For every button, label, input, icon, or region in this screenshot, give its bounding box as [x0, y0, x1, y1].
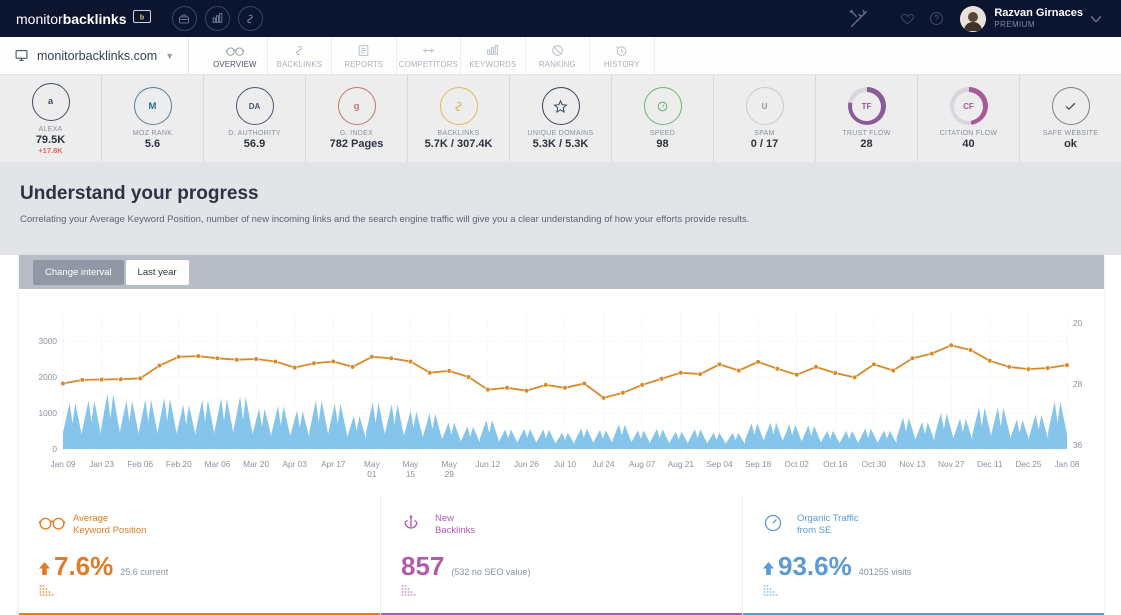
svg-text:Aug 07: Aug 07 [629, 459, 656, 469]
svg-text:36: 36 [1073, 440, 1083, 450]
svg-text:Jan 23: Jan 23 [89, 459, 114, 469]
svg-text:May: May [364, 459, 381, 469]
svg-text:Sep 18: Sep 18 [745, 459, 772, 469]
svg-text:3000: 3000 [39, 336, 58, 346]
svg-text:Jun 12: Jun 12 [475, 459, 500, 469]
svg-text:28: 28 [1073, 379, 1083, 389]
svg-text:Jun 26: Jun 26 [514, 459, 539, 469]
svg-text:Jan 08: Jan 08 [1055, 459, 1080, 469]
svg-text:Dec 11: Dec 11 [977, 459, 1003, 469]
svg-text:Nov 27: Nov 27 [938, 459, 965, 469]
svg-text:Mar 06: Mar 06 [205, 459, 231, 469]
svg-text:Jan 09: Jan 09 [51, 459, 76, 469]
svg-text:Feb 20: Feb 20 [166, 459, 192, 469]
svg-text:01: 01 [367, 469, 377, 479]
svg-text:15: 15 [406, 469, 416, 479]
svg-text:2000: 2000 [39, 372, 58, 382]
svg-text:Jul 10: Jul 10 [554, 459, 577, 469]
svg-text:Apr 17: Apr 17 [321, 459, 346, 469]
svg-text:b: b [139, 15, 143, 22]
svg-text:Dec 25: Dec 25 [1015, 459, 1042, 469]
svg-text:Oct 02: Oct 02 [784, 459, 809, 469]
svg-text:1000: 1000 [39, 408, 58, 418]
svg-text:Jul 24: Jul 24 [593, 459, 616, 469]
svg-text:Sep 04: Sep 04 [706, 459, 733, 469]
svg-text:May: May [403, 459, 420, 469]
svg-text:29: 29 [445, 469, 455, 479]
svg-text:Aug 21: Aug 21 [668, 459, 695, 469]
svg-text:0: 0 [52, 444, 57, 454]
svg-text:Apr 03: Apr 03 [282, 459, 307, 469]
svg-text:Oct 16: Oct 16 [823, 459, 848, 469]
svg-text:Oct 30: Oct 30 [862, 459, 887, 469]
svg-text:Nov 13: Nov 13 [899, 459, 926, 469]
svg-text:May: May [441, 459, 458, 469]
svg-text:20: 20 [1073, 318, 1083, 328]
svg-text:Feb 06: Feb 06 [127, 459, 153, 469]
svg-text:Mar 20: Mar 20 [243, 459, 269, 469]
